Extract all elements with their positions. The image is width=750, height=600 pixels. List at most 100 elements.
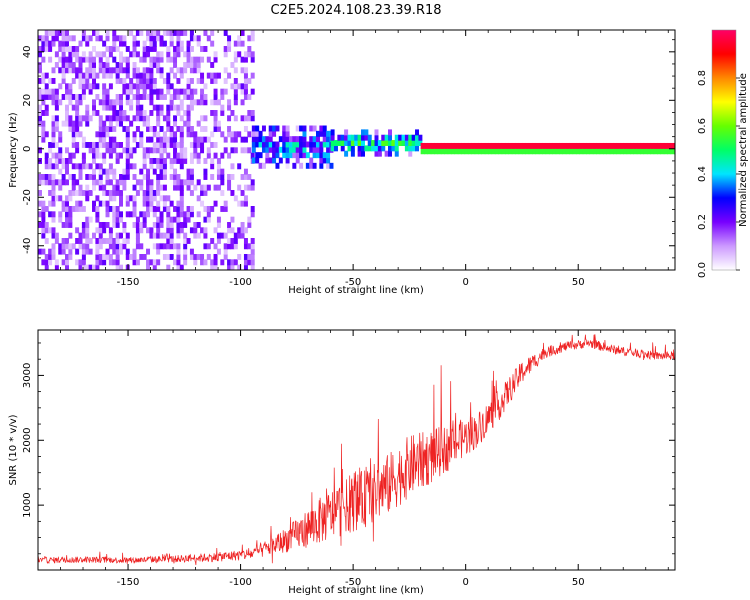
spectrogram-cell — [81, 136, 86, 143]
spectrogram-cell — [240, 115, 245, 122]
spectrogram-cell — [54, 152, 59, 159]
spectrogram-cell — [112, 184, 117, 191]
spectrogram-cell — [159, 110, 164, 116]
spectrogram-cell — [251, 136, 256, 143]
spectrogram-cell — [159, 72, 164, 79]
spectrogram-cell — [88, 264, 93, 270]
spectrogram-cell — [206, 184, 211, 191]
spectrogram-cell — [41, 136, 46, 143]
spectrogram-cell — [135, 72, 140, 79]
spectrogram-cell — [105, 94, 110, 100]
spectrogram-cell — [186, 168, 191, 175]
spectrogram-cell — [206, 72, 211, 79]
spectrogram-cell — [162, 147, 167, 154]
spectrogram-cell — [196, 222, 201, 228]
spectrogram-cell — [149, 78, 154, 84]
spectrogram-cell — [309, 125, 314, 132]
spectrogram-cell — [364, 134, 369, 141]
spectrogram-cell — [305, 141, 310, 148]
spectrogram-cell — [189, 131, 194, 138]
spectrogram-cell — [159, 40, 164, 47]
spectrogram-cell — [139, 243, 144, 250]
spectrogram-x-tick-label: -50 — [345, 277, 361, 288]
spectrogram-cell — [189, 248, 194, 255]
spectrogram-cell — [135, 259, 140, 266]
spectrogram-cell — [186, 40, 191, 47]
spectrogram-cell — [95, 83, 100, 90]
spectrogram-cell — [535, 148, 540, 155]
spectrogram-cell — [156, 136, 161, 143]
spectrogram-cell — [196, 56, 201, 63]
spectrogram-cell — [640, 148, 645, 155]
spectrogram-cell — [166, 72, 171, 79]
spectrogram-cell — [272, 130, 277, 137]
spectrogram-cell — [115, 248, 120, 255]
spectrogram-cell — [152, 104, 157, 111]
spectrogram-cell — [196, 99, 201, 106]
spectrogram-cell — [149, 94, 154, 100]
spectrogram-cell — [41, 174, 46, 180]
spectrogram-cell — [203, 158, 208, 164]
spectrogram-cell — [243, 227, 248, 234]
spectrogram-cell — [156, 30, 161, 36]
spectrogram-cell — [78, 190, 83, 196]
spectrogram-cell — [98, 163, 103, 170]
spectrogram-cell — [200, 136, 205, 143]
spectrogram-cell — [230, 147, 235, 154]
spectrogram-cell — [112, 190, 117, 196]
spectrogram-cell — [119, 190, 124, 196]
spectrogram-cell — [139, 142, 144, 148]
spectrogram-cell — [162, 184, 167, 191]
spectrogram-cell — [48, 179, 53, 186]
spectrogram-cell — [542, 148, 547, 155]
spectrogram-cell — [115, 99, 120, 106]
spectrogram-cell — [173, 30, 178, 36]
spectrogram-cell — [471, 148, 476, 155]
spectrogram-cell — [61, 222, 66, 228]
spectrogram-cell — [411, 140, 416, 146]
spectrogram-cell — [233, 238, 238, 244]
spectrogram-cell — [227, 152, 232, 159]
spectrogram-cell — [183, 152, 188, 159]
spectrogram-cell — [159, 51, 164, 58]
spectrogram-cell — [265, 136, 270, 143]
spectrogram-cell — [68, 206, 73, 212]
spectrogram-cell — [156, 190, 161, 196]
spectrogram-cell — [149, 35, 154, 42]
spectrogram-cell — [189, 46, 194, 52]
spectrogram-cell — [227, 259, 232, 266]
spectrogram-cell — [71, 136, 76, 143]
spectrogram-cell — [233, 56, 238, 63]
spectrogram-cell — [146, 152, 151, 159]
spectrogram-cell — [210, 163, 215, 170]
spectrogram-cell — [176, 78, 181, 84]
spectrogram-cell — [48, 40, 53, 47]
spectrogram-cell — [81, 94, 86, 100]
spectrogram-cell — [68, 88, 73, 95]
spectrogram-cell — [65, 206, 69, 212]
spectrogram-cell — [102, 83, 107, 90]
spectrogram-cell — [237, 163, 242, 170]
spectrogram-cell — [285, 125, 290, 132]
spectrogram-cell — [115, 158, 120, 164]
spectrogram-cell — [265, 141, 270, 148]
spectrogram-cell — [467, 142, 472, 149]
spectrogram-cell — [142, 152, 147, 159]
spectrogram-cell — [176, 200, 181, 207]
spectrogram-cell — [95, 211, 100, 218]
spectrogram-cell — [146, 46, 151, 52]
spectrogram-y-tick-label: 20 — [22, 94, 33, 107]
spectrogram-cell — [394, 145, 399, 152]
spectrogram-cell — [189, 104, 194, 111]
spectrogram-cell — [223, 46, 228, 52]
spectrogram-cell — [156, 67, 161, 74]
snr-y-label: SNR (10 * v/v) — [8, 414, 19, 485]
spectrogram-cell — [437, 148, 442, 155]
spectrogram-cell — [381, 140, 386, 146]
spectrogram-cell — [149, 206, 154, 212]
spectrogram-cell — [247, 94, 252, 100]
spectrogram-cell — [667, 148, 672, 155]
spectrogram-cell — [142, 83, 147, 90]
spectrogram-cell — [261, 136, 266, 143]
spectrogram-cell — [454, 148, 459, 155]
